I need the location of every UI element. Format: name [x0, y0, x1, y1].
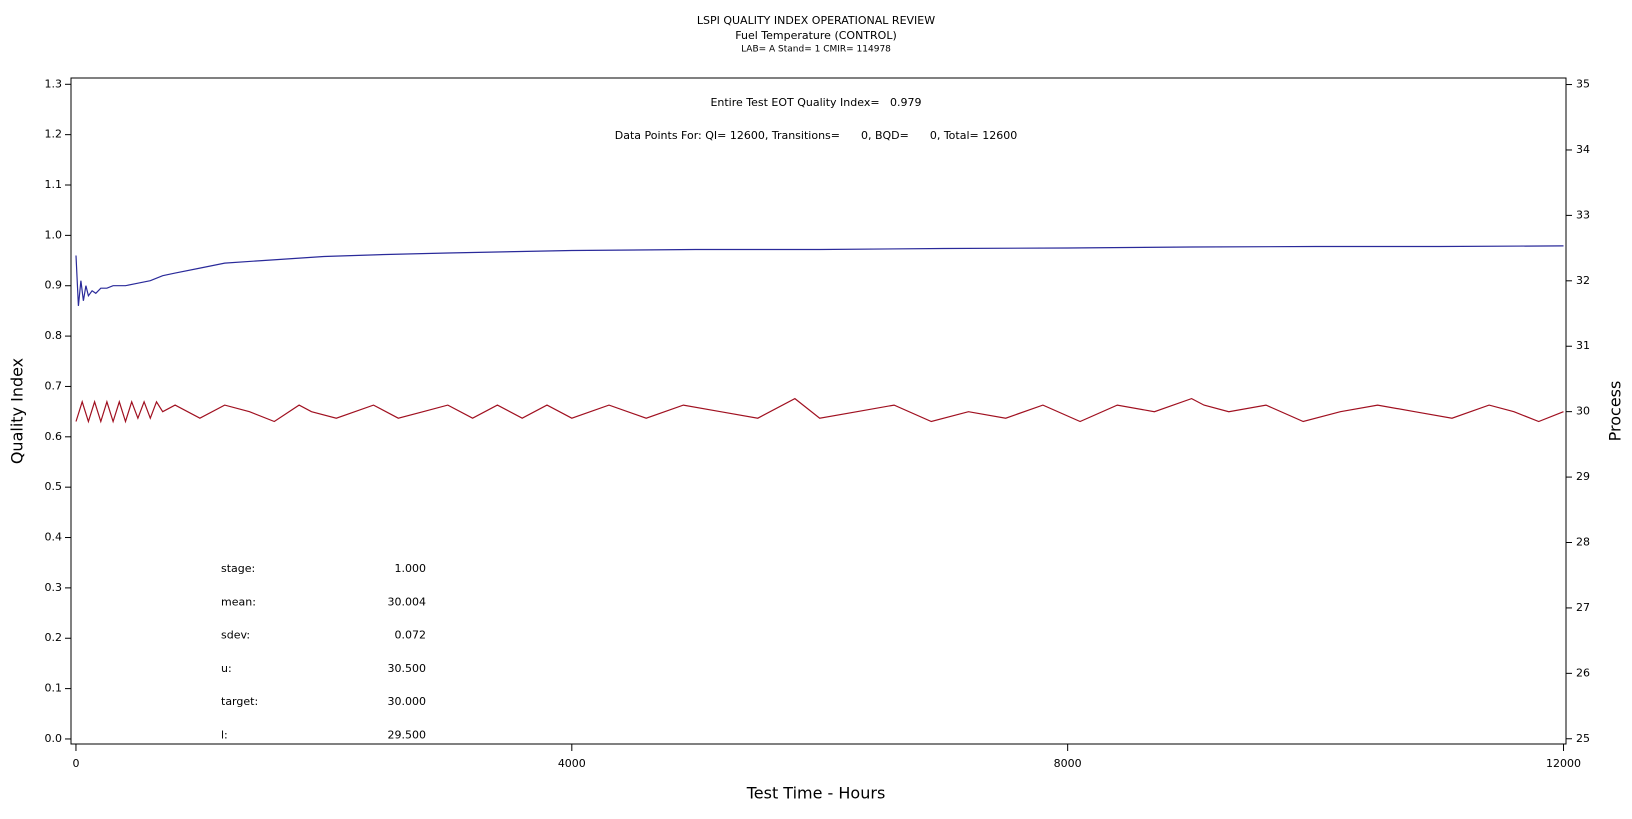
y-tick-label: 0.8	[45, 329, 63, 342]
y-tick-label: 1.0	[45, 228, 63, 241]
y2-tick-label: 26	[1576, 666, 1590, 679]
y-tick-label: 0.1	[45, 682, 63, 695]
stat-label: l:	[221, 729, 228, 742]
y-tick-label: 0.2	[45, 631, 63, 644]
y2-tick-label: 27	[1576, 601, 1590, 614]
x-tick-label: 4000	[558, 757, 586, 770]
x-tick-label: 12000	[1546, 757, 1581, 770]
x-tick-label: 0	[72, 757, 79, 770]
y-tick-label: 0.4	[45, 531, 63, 544]
annotation: Entire Test EOT Quality Index= 0.979	[710, 96, 921, 109]
stat-value: 30.000	[388, 695, 427, 708]
series-line	[75, 397, 1564, 424]
chart-subtitle: LAB= A Stand= 1 CMIR= 114978	[741, 45, 891, 55]
stat-value: 30.500	[388, 662, 427, 675]
y-tick-label: 0.5	[45, 480, 63, 493]
y2-tick-label: 25	[1576, 732, 1590, 745]
y2-tick-label: 33	[1576, 208, 1590, 221]
y2-tick-label: 28	[1576, 535, 1590, 548]
y2-tick-label: 31	[1576, 339, 1590, 352]
y-tick-label: 0.6	[45, 430, 63, 443]
y-tick-label: 0.7	[45, 379, 63, 392]
y2-tick-label: 34	[1576, 143, 1590, 156]
stat-value: 1.000	[395, 562, 427, 575]
stat-label: target:	[221, 695, 258, 708]
y-tick-label: 1.3	[45, 77, 63, 90]
y-tick-label: 0.9	[45, 279, 63, 292]
annotation: Data Points For: QI= 12600, Transitions=…	[615, 129, 1017, 142]
y2-tick-label: 29	[1576, 470, 1590, 483]
y-axis-title: Quality Index	[8, 358, 27, 464]
stat-value: 30.004	[388, 595, 427, 608]
y2-tick-label: 30	[1576, 405, 1590, 418]
y-tick-label: 0.3	[45, 581, 63, 594]
chart-title: LSPI QUALITY INDEX OPERATIONAL REVIEW	[697, 14, 935, 27]
stat-label: sdev:	[221, 629, 250, 642]
stat-value: 0.072	[395, 629, 427, 642]
y-tick-label: 1.1	[45, 178, 63, 191]
y-tick-label: 1.2	[45, 128, 63, 141]
y-tick-label: 0.0	[45, 732, 63, 745]
stat-label: u:	[221, 662, 232, 675]
x-axis-title: Test Time - Hours	[746, 784, 886, 803]
stat-value: 29.500	[388, 729, 427, 742]
series-line	[75, 245, 1564, 306]
y2-tick-label: 35	[1576, 78, 1590, 91]
x-tick-label: 8000	[1054, 757, 1082, 770]
plot-frame	[70, 77, 1567, 745]
stat-label: mean:	[221, 595, 256, 608]
stat-label: stage:	[221, 562, 255, 575]
y2-tick-label: 32	[1576, 274, 1590, 287]
y2-axis-title: Process	[1606, 381, 1625, 442]
chart-subtitle: Fuel Temperature (CONTROL)	[735, 29, 897, 42]
